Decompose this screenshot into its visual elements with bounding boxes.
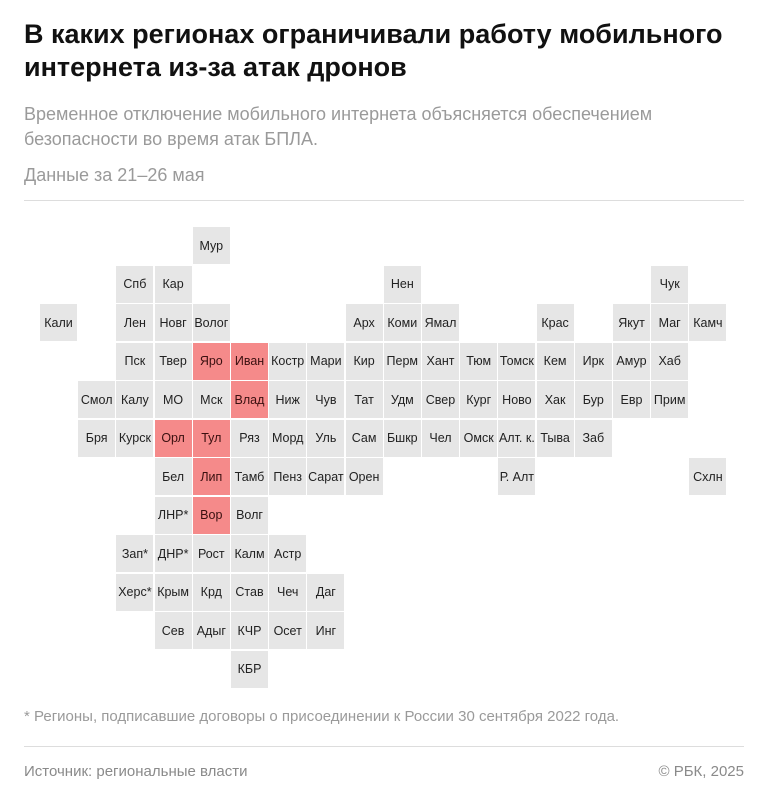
region-tile: Яро <box>192 342 230 380</box>
region-tile: Калм <box>231 535 268 572</box>
region-tile: Уль <box>307 419 345 457</box>
region-tile: Мари <box>307 342 345 380</box>
region-tile: Хак <box>536 381 574 418</box>
region-tile: Заб <box>574 419 612 457</box>
region-tile: Ниж <box>269 381 307 418</box>
region-tile: Сев <box>154 612 192 649</box>
region-tile: Маг <box>651 304 689 341</box>
region-tile: МО <box>154 381 192 418</box>
region-tile: КЧР <box>231 612 268 649</box>
region-tile: Калу <box>116 381 154 418</box>
region-tile: Влад <box>231 381 268 418</box>
region-tile: КБР <box>231 650 268 688</box>
region-tile: Пенз <box>269 458 307 495</box>
region-tile: Смол <box>78 381 116 418</box>
region-tile: Волг <box>231 496 268 534</box>
region-tile: Сам <box>345 419 383 457</box>
region-tile: Кург <box>460 381 498 418</box>
footnote: * Регионы, подписавшие договоры о присое… <box>24 708 620 725</box>
region-tile: Волог <box>192 304 230 341</box>
date-note: Данные за 21–26 мая <box>24 165 205 185</box>
region-tile: Алт. к. <box>498 419 536 457</box>
region-tile: Арх <box>345 304 383 341</box>
region-tile: Омск <box>460 419 498 457</box>
region-tile: Кем <box>536 342 574 380</box>
region-tile: Тул <box>192 419 230 457</box>
region-tile: Орен <box>345 458 383 495</box>
region-tile: Бшкр <box>383 419 421 457</box>
region-tile: Зап* <box>116 535 154 572</box>
region-tile: Схлн <box>689 458 727 495</box>
region-tile: Орл <box>154 419 192 457</box>
region-tile: Лип <box>192 458 230 495</box>
region-tile: Бур <box>574 381 612 418</box>
region-tile: Камч <box>689 304 727 341</box>
region-tile: Тат <box>345 381 383 418</box>
region-tile: Мур <box>192 227 230 264</box>
region-tile: Тыва <box>536 419 574 457</box>
region-tile: Хант <box>422 342 459 380</box>
region-tile: Мск <box>192 381 230 418</box>
region-tile: Чеч <box>269 573 307 611</box>
region-tile: Кар <box>154 265 192 303</box>
region-tile: Став <box>231 573 268 611</box>
region-tile: Инг <box>307 612 345 649</box>
region-tile: ДНР* <box>154 535 192 572</box>
region-tile: Прим <box>651 381 689 418</box>
region-tile: Ряз <box>231 419 268 457</box>
region-tile: Кали <box>40 304 77 341</box>
region-tile: Крас <box>536 304 574 341</box>
region-tile: Свер <box>422 381 459 418</box>
region-tile: Курск <box>116 419 154 457</box>
region-tile: Херс* <box>116 573 154 611</box>
copyright: © РБК, 2025 <box>658 763 744 780</box>
region-tile: Даг <box>307 573 345 611</box>
divider <box>24 746 744 747</box>
region-tile: Ново <box>498 381 536 418</box>
region-tile: Кир <box>345 342 383 380</box>
region-tile: Вор <box>192 496 230 534</box>
region-tile: Осет <box>269 612 307 649</box>
region-tile: Астр <box>269 535 307 572</box>
region-tile: ЛНР* <box>154 496 192 534</box>
region-tile: Чук <box>651 265 689 303</box>
region-tile: Чел <box>422 419 459 457</box>
region-tile: Удм <box>383 381 421 418</box>
region-tile: Амур <box>613 342 650 380</box>
region-tile: Томск <box>498 342 536 380</box>
region-tile: Якут <box>613 304 650 341</box>
subtitle: Временное отключение мобильного интернет… <box>24 104 653 149</box>
region-tile: Пск <box>116 342 154 380</box>
region-tile: Хаб <box>651 342 689 380</box>
region-tile: Бря <box>78 419 116 457</box>
region-tile: Крд <box>192 573 230 611</box>
page-title: В каких регионах ограничивали работу моб… <box>24 19 723 82</box>
region-tile: Чув <box>307 381 345 418</box>
region-tile: Рост <box>192 535 230 572</box>
region-tile: Ямал <box>422 304 459 341</box>
region-tile: Лен <box>116 304 154 341</box>
region-tile: Бел <box>154 458 192 495</box>
region-tile: Новг <box>154 304 192 341</box>
region-tile: Ирк <box>574 342 612 380</box>
region-tile: Спб <box>116 265 154 303</box>
region-tile: Тюм <box>460 342 498 380</box>
region-tile: Крым <box>154 573 192 611</box>
region-tile: Адыг <box>192 612 230 649</box>
region-tile: Твер <box>154 342 192 380</box>
region-tile: Коми <box>383 304 421 341</box>
region-tile: Костр <box>269 342 307 380</box>
region-tile: Евр <box>613 381 650 418</box>
region-tile: Тамб <box>231 458 268 495</box>
region-tile: Р. Алт <box>498 458 536 495</box>
region-tile: Перм <box>383 342 421 380</box>
divider <box>24 200 744 201</box>
region-tile: Сарат <box>307 458 345 495</box>
source: Источник: региональные власти <box>24 763 248 780</box>
region-tile: Морд <box>269 419 307 457</box>
region-tile: Нен <box>383 265 421 303</box>
region-tile: Иван <box>231 342 268 380</box>
